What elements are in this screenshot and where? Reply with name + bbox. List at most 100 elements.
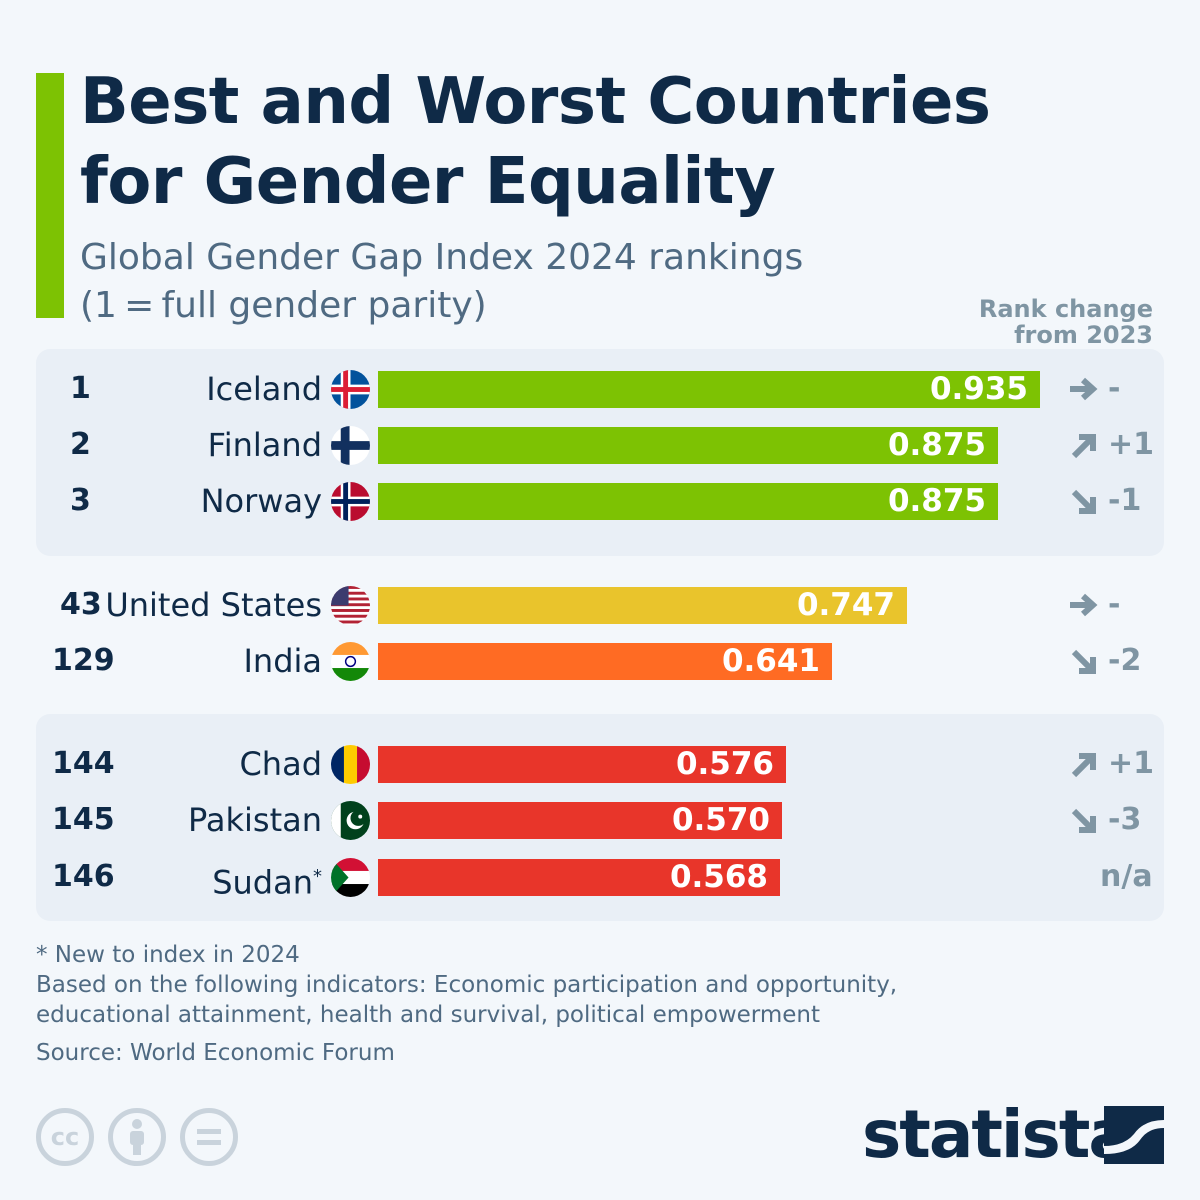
chart-row: 2 Finland 0.875 +1 [0, 425, 1200, 465]
chart-row: 144 Chad 0.576 +1 [0, 744, 1200, 784]
rank-change-value: +1 [1108, 427, 1155, 462]
rank-change-value: - [1108, 371, 1121, 406]
bar: 0.576 [378, 746, 786, 783]
iceland-flag-icon [331, 370, 370, 409]
rank-change-value: -2 [1108, 643, 1142, 678]
chart-row: 1 Iceland 0.935 - [0, 369, 1200, 409]
bar-value-label: 0.935 [929, 371, 1028, 407]
chart-subtitle: Global Gender Gap Index 2024 rankings (1 … [80, 234, 803, 330]
arrow-down-icon [1071, 649, 1096, 674]
country-label: Finland [208, 425, 322, 465]
rank-change-value: -1 [1108, 483, 1142, 518]
finland-flag-icon [331, 426, 370, 465]
country-label: Sudan* [212, 857, 322, 903]
cc-icon[interactable]: cc [36, 1108, 94, 1166]
bar: 0.875 [378, 427, 998, 464]
rank-change: -3 [1066, 800, 1156, 840]
rank-change: -2 [1066, 641, 1156, 681]
country-name: Pakistan [188, 801, 322, 839]
rank-change-value: +1 [1108, 746, 1155, 781]
rank-change-value: n/a [1100, 859, 1153, 894]
rank-change-header: Rank change from 2023 [979, 296, 1153, 348]
country-name: Norway [200, 482, 322, 520]
chart-row: 3 Norway 0.875 -1 [0, 481, 1200, 521]
country-name: Sudan [212, 863, 313, 902]
india-flag-icon [331, 642, 370, 681]
norway-flag-icon [331, 482, 370, 521]
rank-label: 144 [52, 746, 115, 781]
bar-value-label: 0.747 [796, 587, 895, 623]
chart-row: 129 India 0.641 -2 [0, 641, 1200, 681]
chart-row: 146 Sudan* 0.568 n/a [0, 857, 1200, 902]
rank-change: +1 [1066, 425, 1156, 465]
statista-logo[interactable]: statista [862, 1096, 1133, 1173]
subtitle-line-1: Global Gender Gap Index 2024 rankings [80, 237, 804, 278]
rank-change: - [1066, 585, 1156, 625]
attribution-icon[interactable] [108, 1108, 166, 1166]
chart-row: 43 United States 0.747 - [0, 585, 1200, 625]
subtitle-line-2: (1 = full gender parity) [80, 285, 487, 326]
source: Source: World Economic Forum [36, 1040, 395, 1066]
bar-value-label: 0.570 [671, 802, 770, 838]
footnote-mark: * [313, 866, 322, 887]
bar-value-label: 0.568 [669, 859, 768, 895]
bar-value-label: 0.641 [721, 643, 820, 679]
country-name: Finland [207, 426, 322, 464]
arrow-up-icon [1071, 753, 1096, 778]
country-label: Chad [239, 744, 322, 784]
arrow-up-icon [1071, 434, 1096, 459]
rank-label: 145 [52, 802, 115, 837]
bar-value-label: 0.875 [887, 483, 986, 519]
country-name: Chad [239, 745, 322, 783]
title-line-1: Best and Worst Countries [80, 65, 991, 139]
country-name: India [243, 642, 322, 680]
country-label: India [243, 641, 322, 681]
rank-change: +1 [1066, 744, 1156, 784]
usa-flag-icon [331, 586, 370, 625]
bar: 0.747 [378, 587, 907, 624]
rank-label: 129 [52, 643, 115, 678]
bar: 0.935 [378, 371, 1040, 408]
rank-change: -1 [1066, 481, 1156, 521]
bar: 0.568 [378, 859, 780, 896]
bar-value-label: 0.576 [675, 746, 774, 782]
bar: 0.875 [378, 483, 998, 520]
bar: 0.570 [378, 802, 782, 839]
rank-label: 1 [70, 371, 91, 406]
country-name: Iceland [206, 370, 322, 408]
arrow-down-icon [1071, 489, 1096, 514]
rank-change: - [1066, 369, 1156, 409]
statista-logo-mark-icon [1104, 1106, 1164, 1164]
no-derivatives-icon[interactable] [180, 1108, 238, 1166]
footnote-indicators-2: educational attainment, health and survi… [36, 1002, 821, 1028]
bar-value-label: 0.875 [887, 427, 986, 463]
footnote-new: * New to index in 2024 [36, 942, 300, 968]
rank-label: 2 [70, 427, 91, 462]
arrow-down-icon [1071, 808, 1096, 833]
arrow-right-icon [1070, 377, 1098, 401]
rank-label: 3 [70, 483, 91, 518]
footnote-indicators-1: Based on the following indicators: Econo… [36, 972, 898, 998]
accent-bar [36, 73, 64, 318]
rank-change-header-line-2: from 2023 [1014, 321, 1153, 349]
title-line-2: for Gender Equality [80, 145, 776, 219]
chad-flag-icon [331, 745, 370, 784]
rank-change-header-line-1: Rank change [978, 295, 1153, 323]
chart-row: 145 Pakistan 0.570 -3 [0, 800, 1200, 840]
sudan-flag-icon [331, 858, 370, 897]
bar: 0.641 [378, 643, 832, 680]
cc-icon-text: cc [50, 1123, 80, 1151]
country-label: Norway [201, 481, 322, 521]
rank-change-value: -3 [1108, 802, 1142, 837]
country-name: United States [105, 586, 322, 624]
rank-label: 146 [52, 859, 115, 894]
arrow-right-icon [1070, 593, 1098, 617]
rank-change-value: - [1108, 587, 1121, 622]
pakistan-flag-icon [331, 801, 370, 840]
country-label: Iceland [206, 369, 322, 409]
country-label: United States [105, 585, 322, 625]
rank-label: 43 [60, 587, 102, 622]
rank-change: n/a [1066, 857, 1156, 897]
country-label: Pakistan [188, 800, 322, 840]
chart-title: Best and Worst Countries for Gender Equal… [80, 62, 991, 222]
